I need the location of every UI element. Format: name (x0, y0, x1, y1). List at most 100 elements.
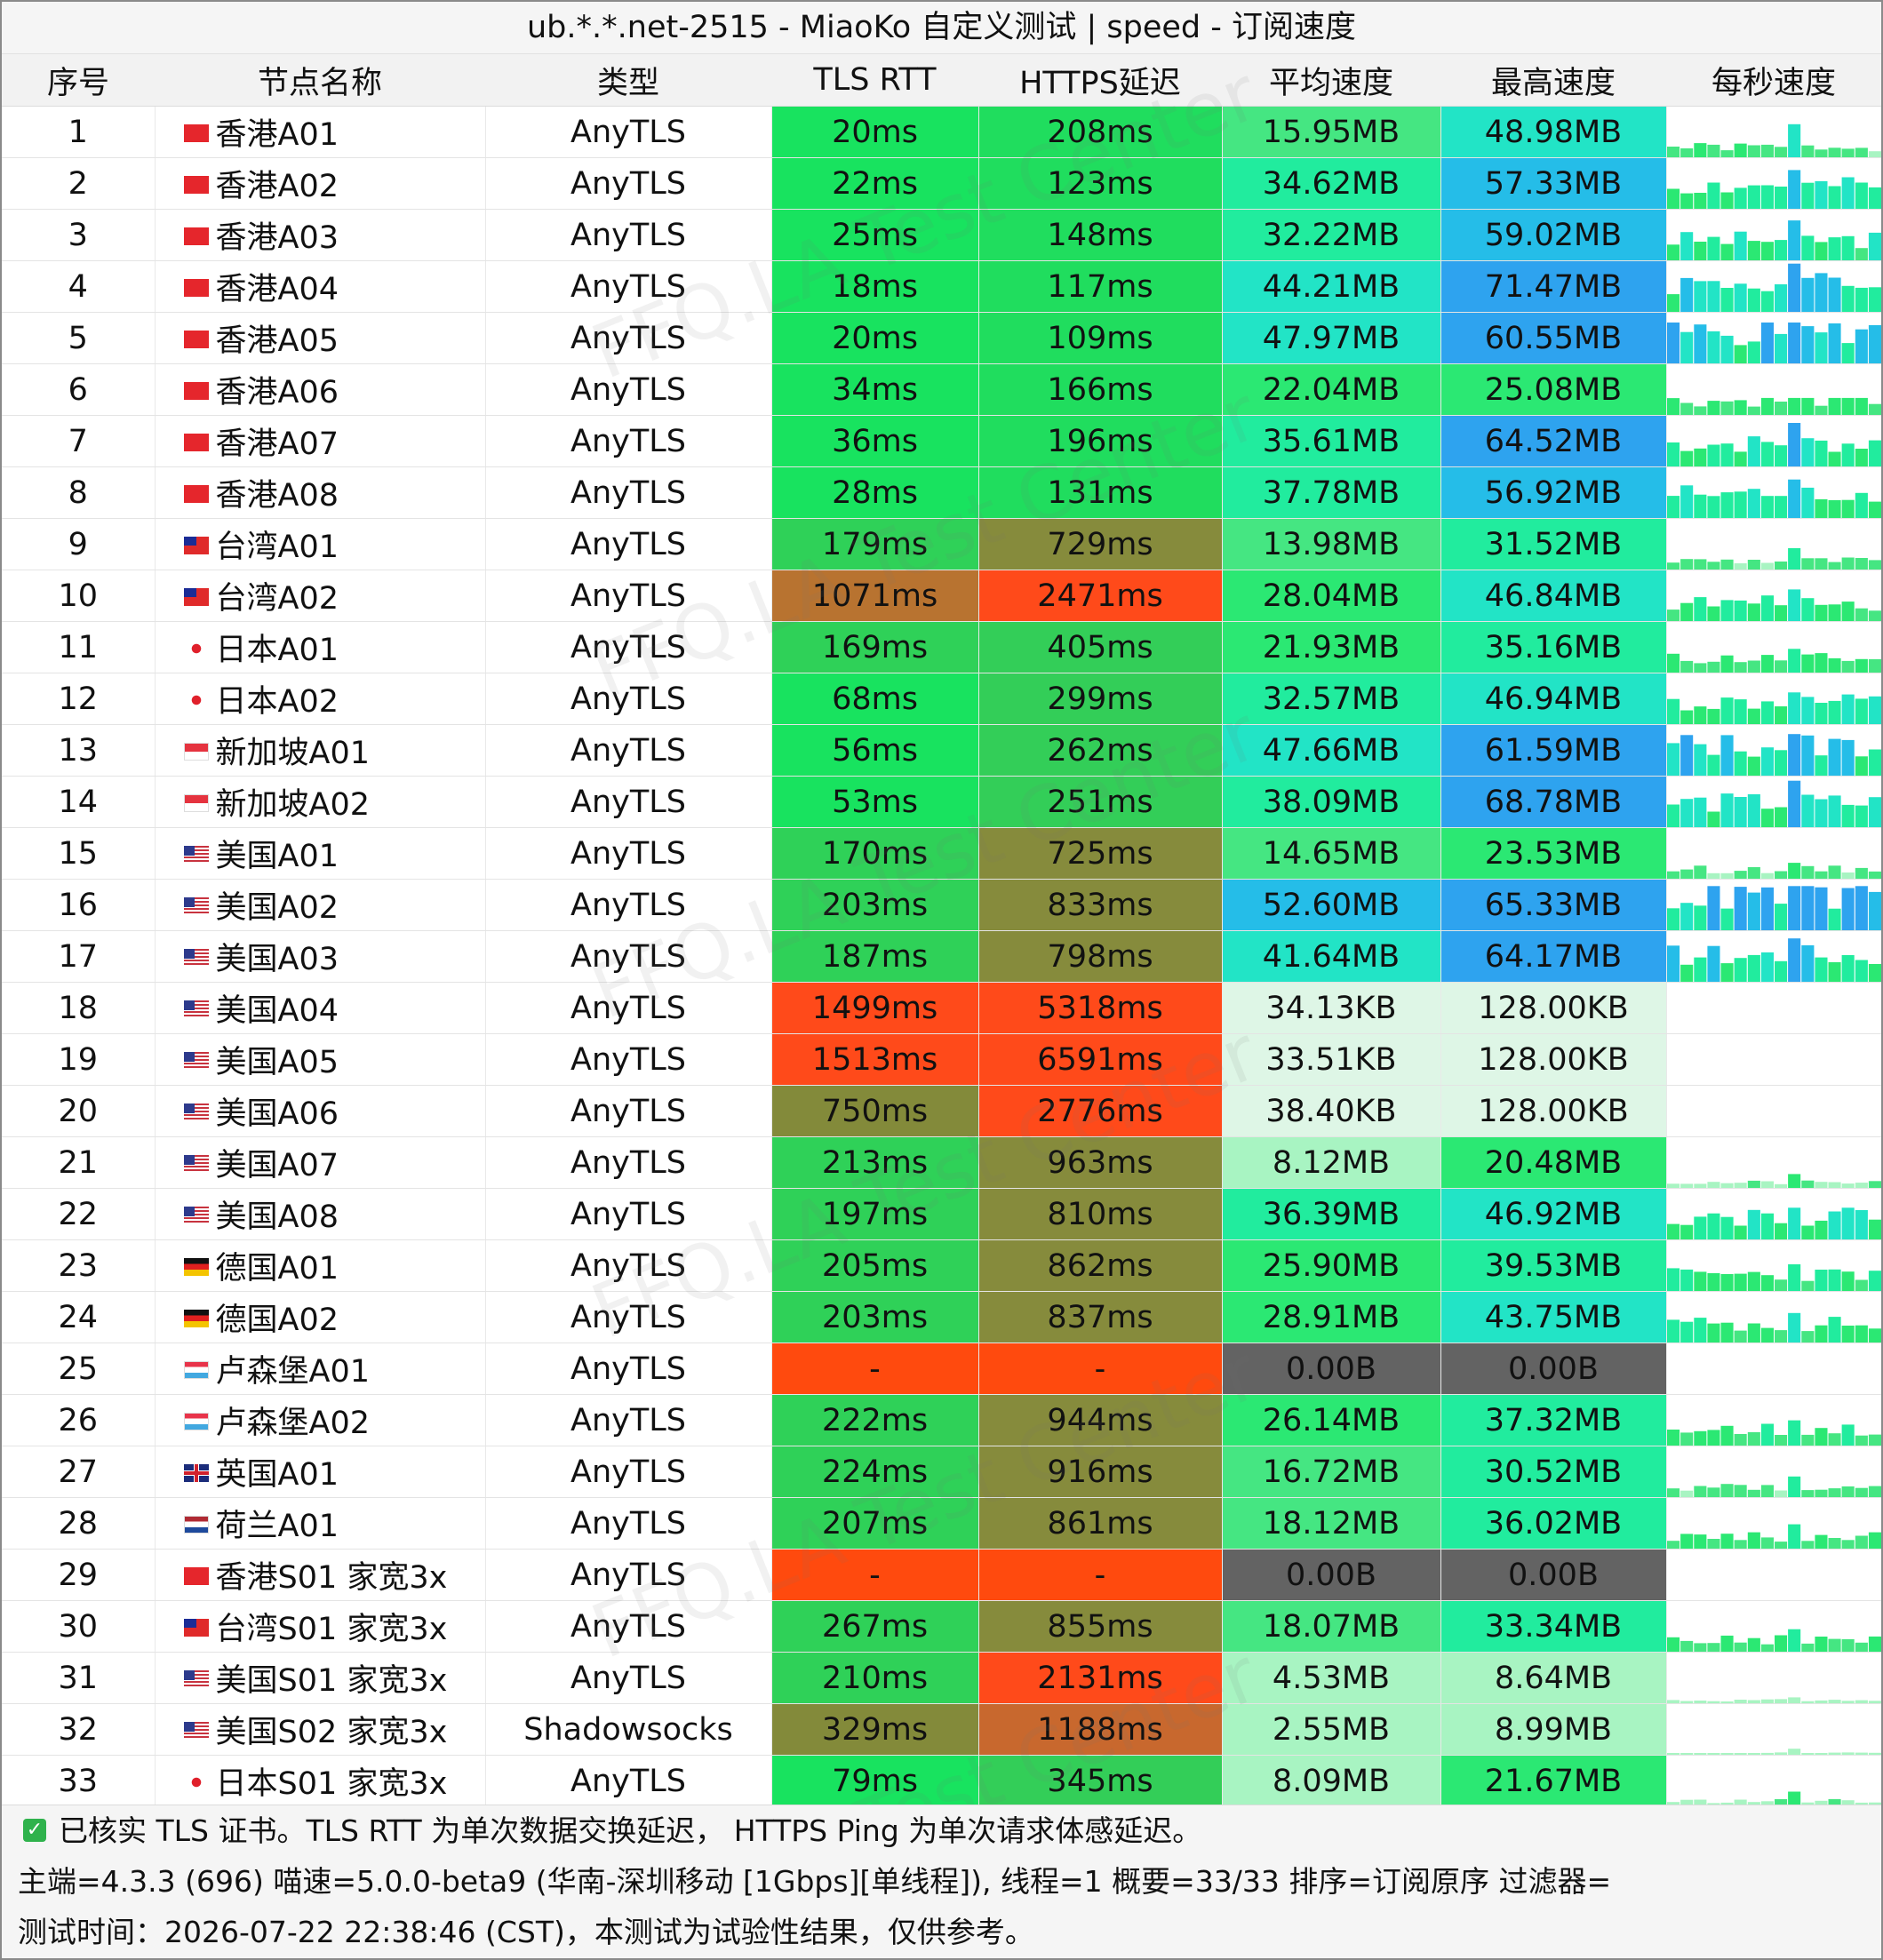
sparkline-bar (1734, 283, 1747, 312)
sparkline-bar (1720, 1216, 1734, 1239)
sparkline-bar (1774, 807, 1787, 827)
cell-node-name: 香港A07 (155, 415, 486, 467)
header-index: 序号 (2, 54, 155, 107)
sparkline-bar (1774, 1435, 1787, 1446)
speed-sparkline (1666, 589, 1880, 621)
cell-https-delay: 345ms (978, 1755, 1223, 1807)
sparkline-bar (1774, 750, 1787, 776)
cell-node-name: 香港A05 (155, 312, 486, 364)
sparkline-bar (1787, 1629, 1800, 1652)
cell-index: 9 (2, 518, 156, 570)
table-row: 29 香港S01 家宽3x AnyTLS - -0.00B 0.00B (2, 1549, 1881, 1601)
cell-type: AnyTLS (485, 1755, 772, 1807)
sparkline-bar (1814, 1700, 1827, 1703)
cell-index: 27 (2, 1446, 156, 1498)
cell-node-name: 香港A01 (155, 106, 486, 158)
cell-per-second-speed (1666, 776, 1881, 828)
sparkline-bar (1693, 797, 1706, 827)
sparkline-bar (1814, 957, 1827, 982)
flag-hk-icon (183, 485, 209, 503)
table-row: 20 美国A06 AnyTLS 750ms 2776ms 38.40KB 128.00KB (2, 1085, 1881, 1137)
cell-type: AnyTLS (485, 260, 772, 313)
cell-node-name: 香港A03 (155, 209, 486, 261)
sparkline-bar (1774, 1542, 1787, 1549)
header-node-name: 节点名称 (155, 54, 485, 107)
cell-per-second-speed (1666, 621, 1881, 673)
sparkline-bar (1787, 1524, 1800, 1549)
cell-https-delay: 405ms (978, 621, 1223, 673)
sparkline-bar (1774, 496, 1787, 518)
sparkline-bar (1814, 558, 1827, 570)
sparkline-bar (1868, 1802, 1880, 1806)
table-row: 24 德国A02 AnyTLS 203ms 837ms 28.91MB 43.75MB (2, 1291, 1881, 1343)
sparkline-bar (1855, 1642, 1868, 1652)
sparkline-bar (1841, 694, 1855, 724)
cell-https-delay: 855ms (978, 1600, 1223, 1653)
sparkline-bar (1693, 324, 1706, 363)
sparkline-bar (1706, 1182, 1719, 1188)
table-row: 18 美国A04 AnyTLS 1499ms 5318ms 34.13KB 128.00KB (2, 982, 1881, 1034)
cell-node-name: 美国A01 (155, 827, 486, 880)
sparkline-bar (1666, 1637, 1680, 1652)
cell-type: AnyTLS (485, 673, 772, 725)
sparkline-bar (1868, 187, 1880, 209)
cell-max-speed: 65.33MB (1440, 879, 1667, 931)
cell-avg-speed: 33.51KB (1222, 1033, 1441, 1086)
sparkline-bar (1747, 892, 1760, 930)
sparkline-bar (1666, 323, 1680, 363)
speed-sparkline (1666, 1264, 1880, 1291)
cell-https-delay: - (978, 1343, 1223, 1395)
cell-tls-rtt: 329ms (771, 1703, 979, 1756)
flag-us-icon (183, 1103, 209, 1121)
cell-max-speed: 8.64MB (1440, 1652, 1667, 1704)
sparkline-bar (1720, 243, 1734, 260)
cell-tls-rtt: 1513ms (771, 1033, 979, 1086)
sparkline-bar (1720, 401, 1734, 415)
sparkline-bar (1666, 1430, 1680, 1446)
sparkline-bar (1828, 1798, 1841, 1806)
sparkline-bar (1666, 1802, 1680, 1806)
sparkline-bar (1693, 663, 1706, 673)
sparkline-bar (1720, 655, 1734, 673)
sparkline-bar (1868, 232, 1880, 260)
sparkline-bar (1800, 735, 1814, 776)
sparkline-bar (1787, 589, 1800, 621)
sparkline-bar (1855, 960, 1868, 982)
sparkline-bar (1800, 944, 1814, 982)
node-name-label: 香港A07 (215, 426, 339, 462)
table-row: 2 香港A02 AnyTLS 22ms 123ms 34.62MB 57.33MB (2, 157, 1881, 210)
sparkline-bar (1706, 872, 1719, 879)
speed-sparkline (1666, 1476, 1880, 1497)
sparkline-bar (1814, 405, 1827, 415)
sparkline-bar (1828, 147, 1841, 157)
cell-type: Shadowsocks (485, 1703, 772, 1756)
node-name-label: 台湾A02 (215, 581, 339, 617)
sparkline-bar (1814, 1325, 1827, 1343)
cell-avg-speed: 18.12MB (1222, 1497, 1441, 1550)
cell-avg-speed: 34.13KB (1222, 982, 1441, 1034)
sparkline-bar (1814, 1270, 1827, 1291)
sparkline-bar (1800, 598, 1814, 621)
sparkline-bar (1706, 1323, 1719, 1343)
sparkline-bar (1760, 655, 1774, 673)
cell-per-second-speed (1666, 879, 1881, 931)
speed-sparkline (1666, 479, 1880, 518)
cell-avg-speed: 47.97MB (1222, 312, 1441, 364)
cell-type: AnyTLS (485, 1549, 772, 1601)
node-name-label: 日本A02 (215, 684, 339, 720)
cell-max-speed: 25.08MB (1440, 363, 1667, 416)
cell-node-name: 香港S01 家宽3x (155, 1549, 486, 1601)
sparkline-bar (1868, 964, 1880, 982)
table-row: 1 香港A01 AnyTLS 20ms 208ms 15.95MB 48.98MB (2, 106, 1881, 158)
sparkline-bar (1814, 1637, 1827, 1652)
footer-info: ✓ 已核实 TLS 证书。TLS RTT 为单次数据交换延迟， HTTPS Pin… (2, 1805, 1881, 1958)
cell-per-second-speed (1666, 466, 1881, 519)
cell-https-delay: 916ms (978, 1446, 1223, 1498)
sparkline-bar (1734, 797, 1747, 827)
sparkline-bar (1787, 423, 1800, 466)
cell-per-second-speed (1666, 157, 1881, 210)
cell-tls-rtt: 213ms (771, 1136, 979, 1189)
sparkline-bar (1841, 955, 1855, 982)
sparkline-bar (1787, 649, 1800, 673)
sparkline-bar (1774, 1223, 1787, 1239)
